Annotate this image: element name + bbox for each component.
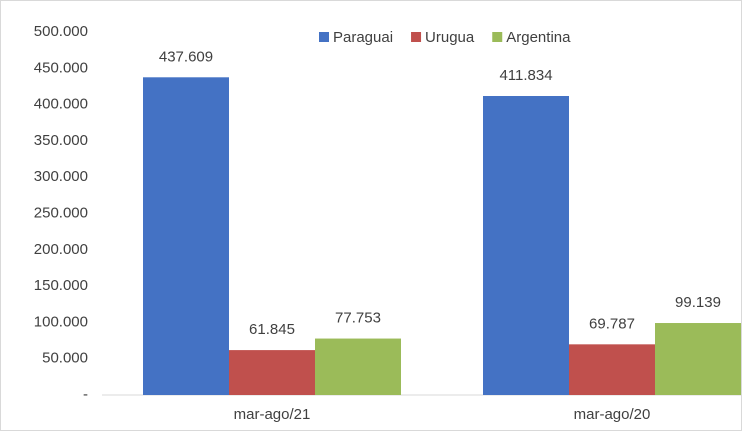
y-tick-label: 300.000 — [34, 168, 88, 185]
y-tick-label: - — [83, 386, 88, 403]
value-label: 77.753 — [335, 310, 381, 327]
legend-swatch — [319, 32, 329, 42]
x-tick-label: mar-ago/21 — [234, 406, 311, 423]
value-label: 437.609 — [159, 48, 213, 65]
bar — [483, 96, 569, 395]
y-tick-label: 400.000 — [34, 96, 88, 113]
value-label: 61.845 — [249, 321, 295, 338]
x-tick-label: mar-ago/20 — [574, 406, 651, 423]
legend-label: Urugua — [425, 29, 475, 46]
legend-label: Argentina — [506, 29, 571, 46]
bar — [315, 338, 401, 395]
legend-swatch — [492, 32, 503, 42]
y-tick-label: 250.000 — [34, 204, 88, 221]
value-label: 69.787 — [589, 315, 635, 332]
y-tick-label: 450.000 — [34, 59, 88, 76]
bar — [143, 77, 229, 395]
y-tick-label: 350.000 — [34, 132, 88, 149]
y-tick-label: 100.000 — [34, 313, 88, 330]
legend-swatch — [411, 32, 422, 42]
y-tick-label: 200.000 — [34, 241, 88, 258]
value-label: 411.834 — [499, 67, 552, 84]
y-tick-label: 50.000 — [42, 350, 88, 367]
bar — [229, 350, 315, 395]
bar — [655, 323, 741, 395]
value-label: 99.139 — [675, 294, 721, 311]
y-tick-label: 150.000 — [34, 277, 88, 294]
y-tick-label: 500.000 — [34, 23, 88, 40]
legend-label: Paraguai — [333, 29, 393, 46]
bar — [569, 344, 655, 395]
